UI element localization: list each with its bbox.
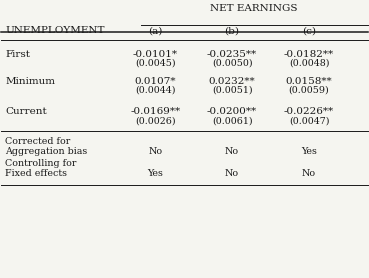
Text: Fixed effects: Fixed effects	[5, 169, 67, 178]
Text: 0.0107*: 0.0107*	[134, 77, 176, 86]
Text: -0.0169**: -0.0169**	[130, 107, 180, 116]
Text: No: No	[302, 169, 316, 178]
Text: No: No	[148, 147, 162, 156]
Text: 0.0232**: 0.0232**	[209, 77, 255, 86]
Text: 0.0158**: 0.0158**	[286, 77, 332, 86]
Text: Aggregation bias: Aggregation bias	[5, 147, 87, 156]
Text: (0.0059): (0.0059)	[289, 86, 330, 95]
Text: First: First	[5, 49, 30, 59]
Text: -0.0101*: -0.0101*	[133, 49, 178, 59]
Text: Current: Current	[5, 107, 47, 116]
Text: (0.0048): (0.0048)	[289, 58, 329, 67]
Text: (0.0061): (0.0061)	[212, 116, 252, 125]
Text: (a): (a)	[148, 26, 162, 35]
Text: -0.0235**: -0.0235**	[207, 49, 257, 59]
Text: No: No	[225, 169, 239, 178]
Text: Controlling for: Controlling for	[5, 160, 76, 168]
Text: No: No	[225, 147, 239, 156]
Text: NET EARNINGS: NET EARNINGS	[210, 4, 298, 13]
Text: Yes: Yes	[147, 169, 163, 178]
Text: (0.0044): (0.0044)	[135, 86, 175, 95]
Text: (b): (b)	[225, 26, 239, 35]
Text: Minimum: Minimum	[5, 77, 55, 86]
Text: (0.0047): (0.0047)	[289, 116, 329, 125]
Text: -0.0226**: -0.0226**	[284, 107, 334, 116]
Text: (c): (c)	[302, 26, 316, 35]
Text: (0.0050): (0.0050)	[212, 58, 252, 67]
Text: (0.0051): (0.0051)	[212, 86, 252, 95]
Text: UNEMPLOYMENT: UNEMPLOYMENT	[5, 26, 104, 35]
Text: -0.0182**: -0.0182**	[284, 49, 334, 59]
Text: (0.0026): (0.0026)	[135, 116, 176, 125]
Text: Yes: Yes	[301, 147, 317, 156]
Text: (0.0045): (0.0045)	[135, 58, 176, 67]
Text: -0.0200**: -0.0200**	[207, 107, 257, 116]
Text: Corrected for: Corrected for	[5, 137, 70, 147]
